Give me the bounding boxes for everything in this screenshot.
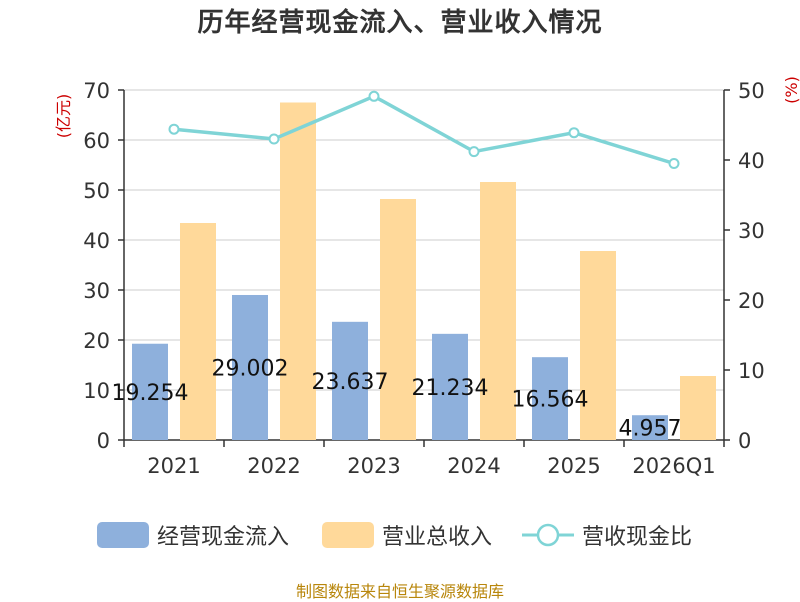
data-label-cash-inflow: 16.564 bbox=[512, 388, 589, 413]
bar-revenue bbox=[180, 223, 216, 440]
bar-revenue bbox=[680, 376, 716, 440]
bar-cash-inflow bbox=[332, 321, 368, 440]
source-note: 制图数据来自恒生聚源数据库 bbox=[295, 582, 504, 601]
y-left-tick-label: 10 bbox=[83, 379, 110, 403]
y-left-unit-label: (亿元) bbox=[54, 94, 73, 139]
y-left-tick-label: 40 bbox=[83, 229, 110, 253]
x-tick-label: 2021 bbox=[147, 454, 200, 478]
data-label-cash-inflow: 21.234 bbox=[412, 376, 489, 401]
point-ratio bbox=[568, 127, 580, 139]
y-left-tick-label: 60 bbox=[83, 129, 110, 153]
legend-label-ratio: 营收现金比 bbox=[582, 525, 693, 550]
bar-cash-inflow bbox=[432, 333, 468, 440]
x-tick-label: 2025 bbox=[547, 454, 600, 478]
y-left-tick-label: 20 bbox=[83, 329, 110, 353]
y-left-tick-label: 70 bbox=[83, 79, 110, 103]
y-right-tick-label: 40 bbox=[738, 149, 765, 173]
y-right-tick-label: 10 bbox=[738, 359, 765, 383]
legend-swatch-revenue bbox=[322, 522, 374, 548]
x-tick-label: 2024 bbox=[447, 454, 500, 478]
y-right-tick-label: 0 bbox=[738, 429, 751, 453]
legend-swatch-cash-inflow bbox=[97, 522, 149, 548]
legend-line-marker-icon bbox=[522, 523, 574, 547]
data-label-cash-inflow: 4.957 bbox=[619, 417, 682, 442]
bar-revenue bbox=[480, 182, 516, 440]
point-ratio bbox=[468, 146, 480, 158]
bar-revenue bbox=[280, 102, 316, 440]
x-tick-label: 2026Q1 bbox=[632, 454, 715, 478]
bar-cash-inflow bbox=[632, 415, 668, 440]
data-label-cash-inflow: 23.637 bbox=[312, 370, 389, 395]
y-left-tick-label: 30 bbox=[83, 279, 110, 303]
legend: 经营现金流入 营业总收入 营收现金比 bbox=[0, 518, 800, 552]
y-left-tick-label: 50 bbox=[83, 179, 110, 203]
bar-cash-inflow bbox=[532, 357, 568, 440]
y-right-tick-label: 30 bbox=[738, 219, 765, 243]
data-label-cash-inflow: 19.254 bbox=[112, 381, 189, 406]
point-ratio bbox=[168, 123, 180, 135]
chart-title: 历年经营现金流入、营业收入情况 bbox=[197, 8, 603, 38]
y-right-unit-label: (%) bbox=[782, 76, 800, 104]
x-tick-label: 2023 bbox=[347, 454, 400, 478]
legend-label-revenue: 营业总收入 bbox=[382, 525, 493, 550]
bar-revenue bbox=[380, 199, 416, 440]
x-tick-label: 2022 bbox=[247, 454, 300, 478]
point-ratio bbox=[668, 158, 680, 169]
line-ratio bbox=[173, 94, 675, 166]
data-label-cash-inflow: 29.002 bbox=[212, 356, 289, 381]
point-ratio bbox=[268, 133, 280, 145]
bar-cash-inflow bbox=[132, 343, 168, 440]
bar-revenue bbox=[580, 251, 616, 440]
point-ratio bbox=[368, 90, 380, 102]
bar-cash-inflow bbox=[232, 294, 268, 440]
y-right-tick-label: 20 bbox=[738, 289, 765, 313]
legend-label-cash-inflow: 经营现金流入 bbox=[157, 525, 290, 550]
y-right-tick-label: 50 bbox=[738, 79, 765, 103]
y-left-tick-label: 0 bbox=[97, 429, 110, 453]
